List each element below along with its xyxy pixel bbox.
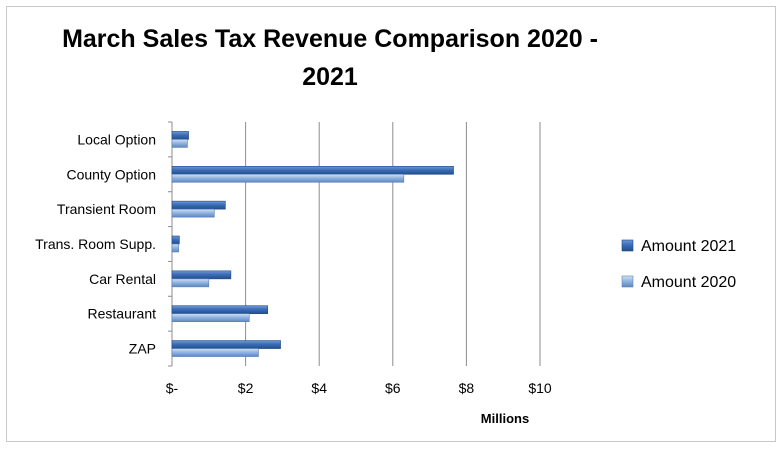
bar-2021 (172, 271, 231, 279)
grid-layer (168, 122, 540, 366)
bar-2021 (172, 201, 225, 209)
x-tick-label: $8 (459, 380, 475, 396)
x-tick-label: $2 (238, 380, 254, 396)
y-tick-label: Local Option (77, 131, 156, 147)
y-tick-label: Trans. Room Supp. (35, 236, 156, 252)
legend-label: Amount 2020 (641, 274, 736, 291)
bar-2020 (172, 174, 404, 182)
bar-2020 (172, 279, 209, 287)
bar-2021 (172, 341, 281, 349)
y-tick-label: ZAP (129, 341, 156, 357)
x-tick-label: $10 (528, 380, 552, 396)
bar-2020 (172, 349, 258, 357)
bar-2020 (172, 209, 214, 217)
legend: Amount 2021 Amount 2020 (622, 238, 736, 291)
y-tick-label: Transient Room (57, 201, 156, 217)
bar-2020 (172, 314, 249, 322)
bar-2020 (172, 244, 179, 252)
bar-2021 (172, 236, 179, 244)
legend-swatch (622, 276, 633, 287)
y-tick-label: Restaurant (88, 306, 157, 322)
bar-2020 (172, 139, 187, 147)
legend-label: Amount 2021 (641, 238, 736, 255)
bars-layer (172, 131, 454, 356)
bar-2021 (172, 166, 454, 174)
x-tick-label: $- (166, 380, 179, 396)
x-tick-label: $6 (385, 380, 401, 396)
bar-2021 (172, 306, 268, 314)
x-tick-label: $4 (311, 380, 327, 396)
y-tick-label: Car Rental (89, 271, 156, 287)
x-axis-title: Millions (481, 411, 529, 426)
y-tick-label: County Option (67, 166, 157, 182)
bar-2021 (172, 131, 189, 139)
legend-swatch (622, 240, 633, 251)
